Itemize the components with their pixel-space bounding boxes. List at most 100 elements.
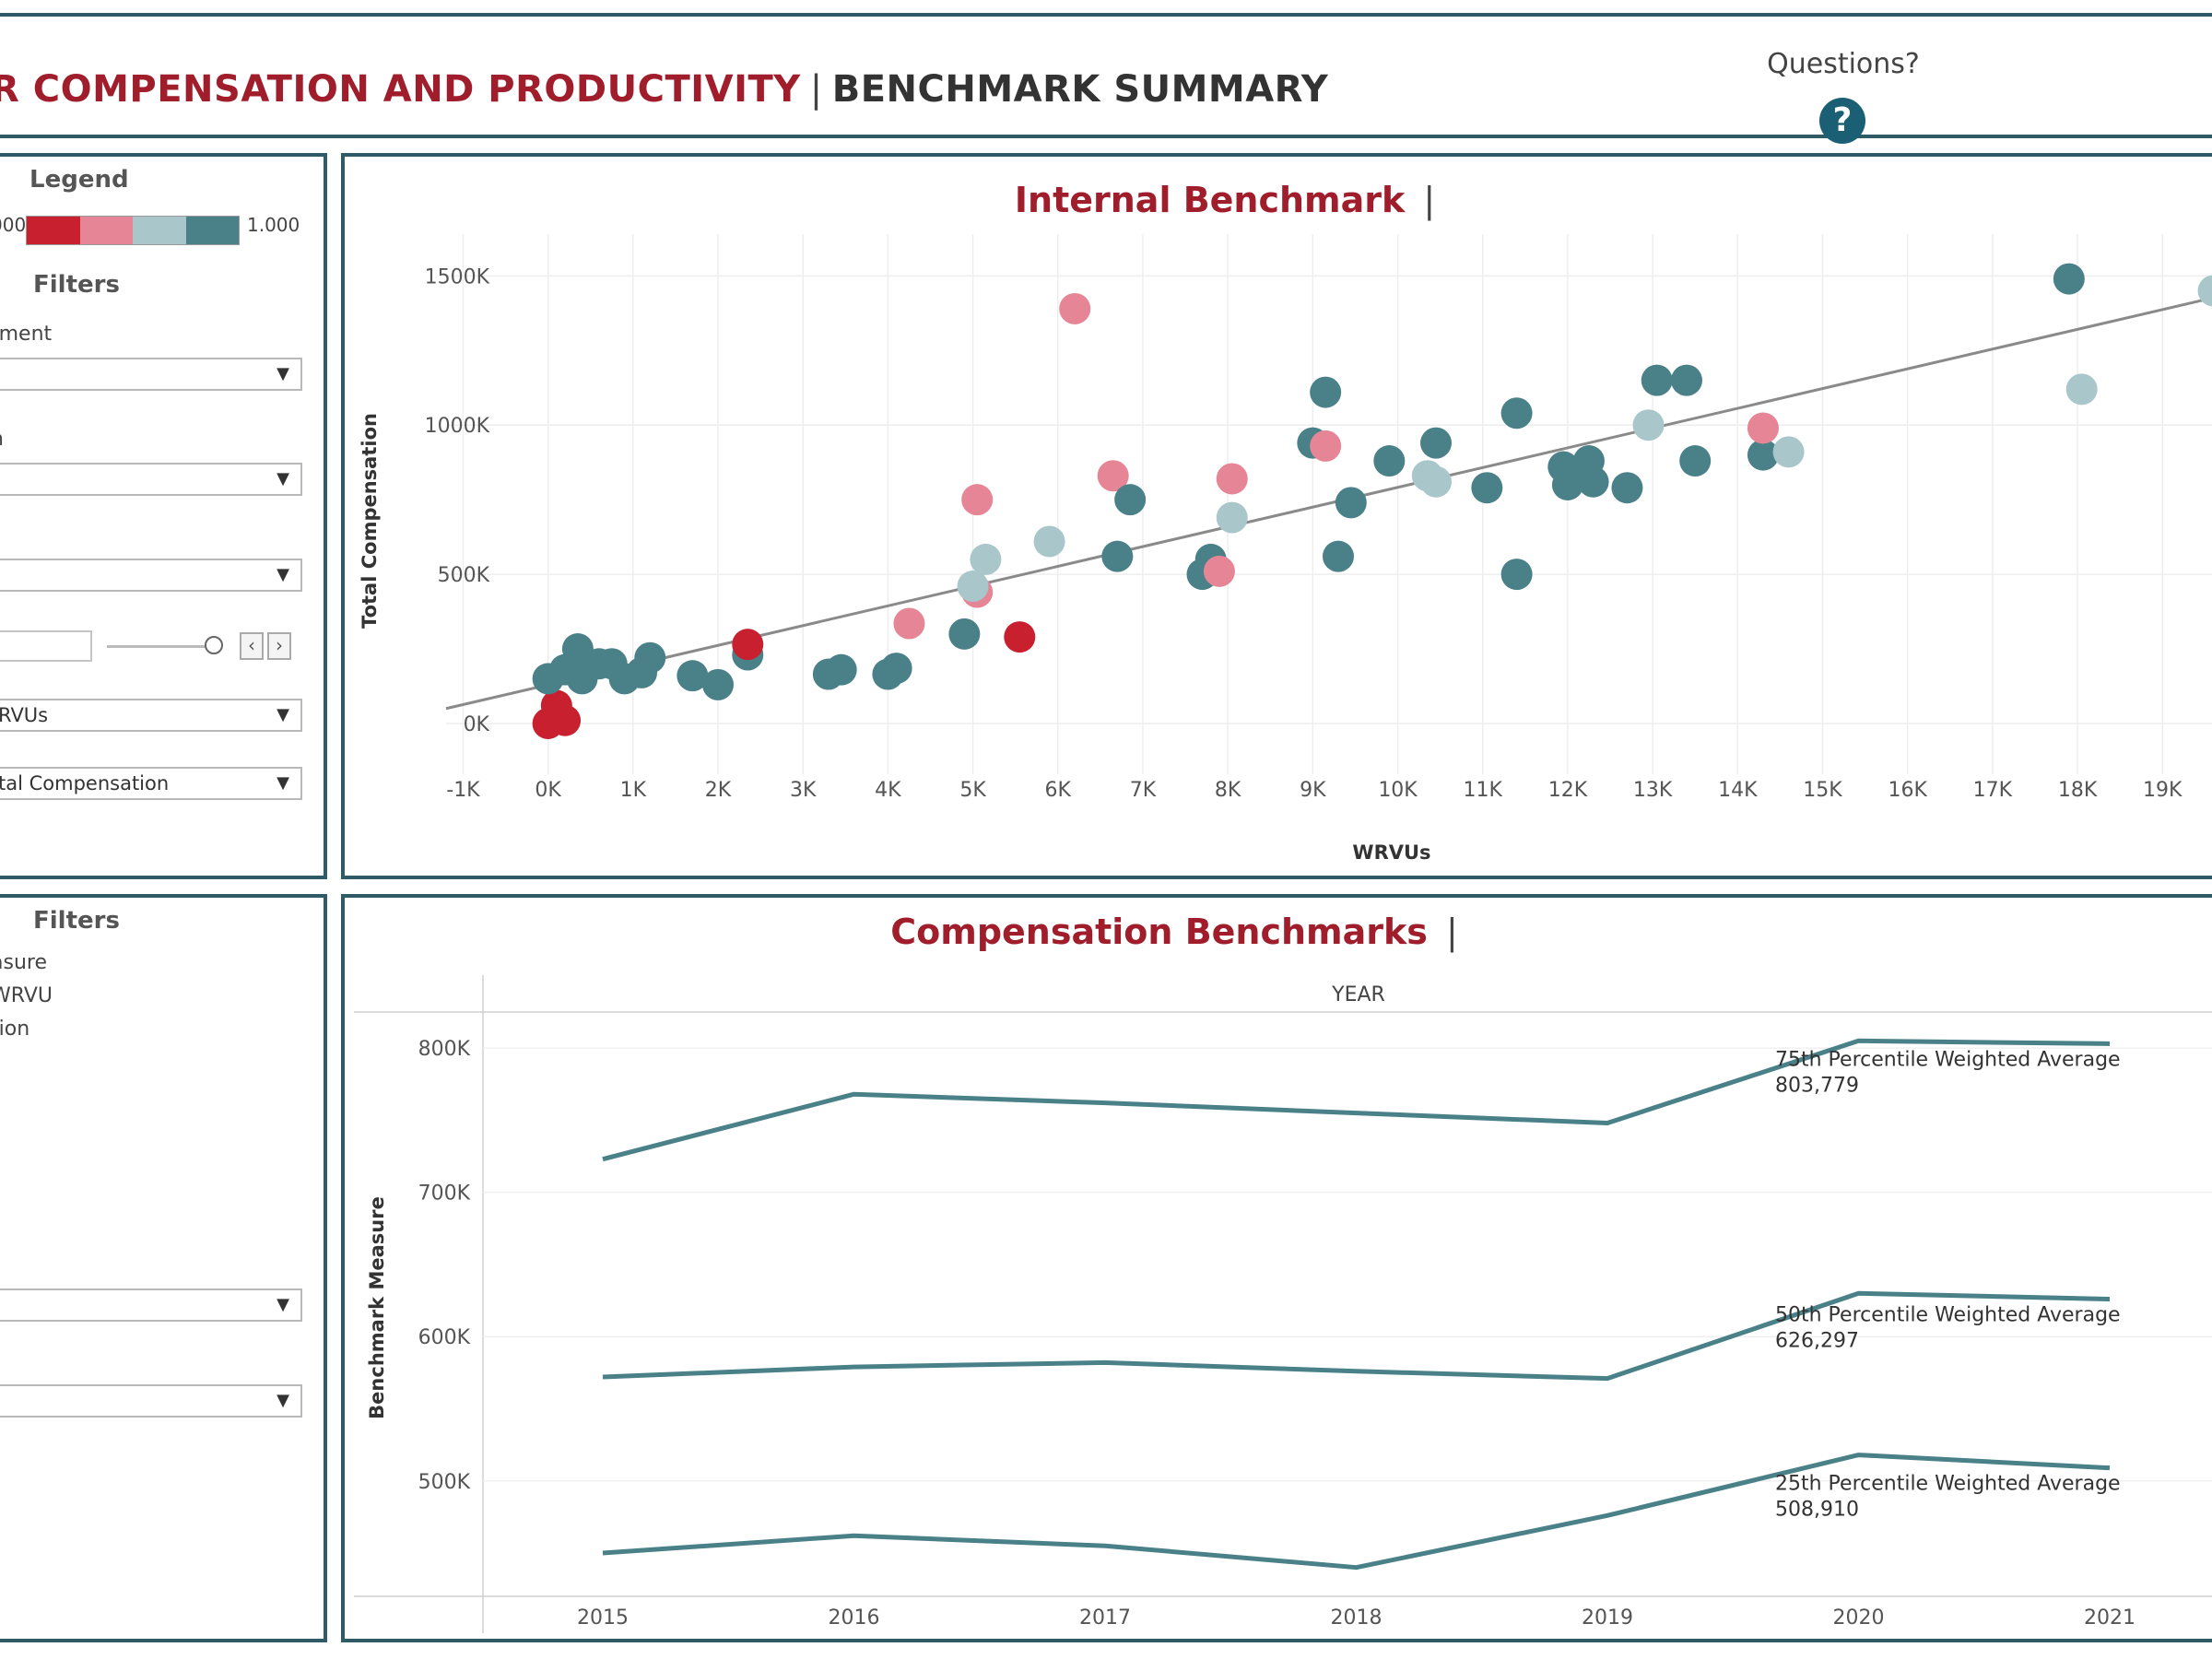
y-axis-title-benchmark: Benchmark Measure [366, 1196, 388, 1419]
scatter-point[interactable] [1114, 484, 1147, 516]
chevron-right-icon[interactable]: › [267, 632, 291, 660]
scatter-point[interactable] [2197, 275, 2212, 307]
series-line[interactable] [602, 1453, 2111, 1571]
chevron-left-icon[interactable]: ‹ [240, 632, 264, 660]
scatter-point[interactable] [1310, 429, 1342, 462]
scatter-point[interactable] [732, 629, 764, 661]
year-header-label: YEAR [1331, 983, 1385, 1006]
scatter-point[interactable] [2065, 373, 2098, 406]
questions-label: Questions? [1767, 48, 1920, 80]
y-axis-measure-value: tal Compensation [0, 772, 170, 794]
compensation-benchmarks-panel: Compensation Benchmarks | YEAR 75th Perce… [341, 894, 2212, 1642]
x-tick-label: 2K [705, 779, 732, 802]
x-tick-label: 2017 [1079, 1606, 1131, 1630]
chevron-down-icon: ▼ [276, 565, 289, 584]
scatter-point[interactable] [961, 484, 994, 516]
scatter-point[interactable] [540, 689, 572, 722]
legend-max-label: 1.000 [247, 214, 300, 236]
scatter-point[interactable] [702, 668, 735, 700]
scatter-point[interactable] [1747, 412, 1779, 444]
benchmark-dropdown-2[interactable]: ▼ [0, 1384, 302, 1418]
filter-dropdown-3[interactable]: ▼ [0, 559, 302, 592]
scatter-point[interactable] [1611, 472, 1643, 504]
scatter-point[interactable] [2053, 263, 2085, 295]
scatter-point[interactable] [1323, 540, 1354, 572]
trend-line [445, 296, 2212, 711]
range-slider-track[interactable] [107, 645, 218, 648]
scatter-point[interactable] [1500, 397, 1533, 429]
x-tick-label: 18K [2058, 779, 2098, 802]
page-title-main: R COMPENSATION AND PRODUCTIVITY [0, 68, 801, 111]
scatter-point[interactable] [1632, 409, 1665, 441]
scatter-point[interactable] [1373, 445, 1406, 477]
filters-title: Filters [33, 271, 120, 299]
y-tick-label: 600K [418, 1326, 471, 1349]
scatter-point[interactable] [1203, 555, 1235, 587]
scatter-point[interactable] [677, 660, 709, 692]
x-tick-label: 2019 [1582, 1606, 1633, 1630]
title-separator: | [809, 68, 823, 111]
y-tick-label: 0K [464, 713, 490, 736]
scatter-point[interactable] [1101, 540, 1134, 572]
page-title-sub: BENCHMARK SUMMARY [831, 68, 1329, 111]
scatter-point[interactable] [1420, 427, 1453, 459]
scatter-point[interactable] [1033, 525, 1065, 558]
benchmark-dropdown-1[interactable]: ▼ [0, 1288, 302, 1322]
color-legend-bar [26, 216, 240, 245]
scatter-point[interactable] [1641, 364, 1673, 396]
question-circle-icon[interactable]: ? [1819, 98, 1865, 144]
x-tick-label: 5K [959, 779, 986, 802]
x-tick-label: 14K [1718, 779, 1758, 802]
series-name-label: 25th Percentile Weighted Average [1775, 1473, 2121, 1496]
y-axis-measure-dropdown[interactable]: tal Compensation ▼ [0, 767, 302, 800]
x-tick-label: 4K [875, 779, 901, 802]
scatter-point[interactable] [634, 641, 666, 674]
scatter-point[interactable] [970, 543, 1002, 575]
x-tick-label: 9K [1300, 779, 1326, 802]
chevron-down-icon: ▼ [276, 705, 289, 724]
x-tick-label: -1K [446, 779, 480, 802]
x-tick-label: 17K [1973, 779, 2013, 802]
scatter-point[interactable] [893, 607, 925, 640]
line-chart-title: Compensation Benchmarks | [890, 912, 1458, 953]
series-line[interactable] [602, 1290, 2111, 1382]
department-dropdown[interactable]: ▼ [0, 358, 302, 391]
scatter-point[interactable] [1004, 621, 1036, 653]
scatter-point[interactable] [1310, 376, 1342, 408]
y-tick-label: 1500K [425, 265, 490, 288]
scatter-point[interactable] [1772, 436, 1805, 468]
series-line[interactable] [602, 1038, 2111, 1162]
scatter-point[interactable] [1216, 463, 1248, 495]
scatter-point[interactable] [1059, 292, 1091, 324]
range-slider-handle[interactable] [205, 636, 223, 654]
y-tick-label: 500K [418, 1471, 471, 1494]
x-tick-label: 8K [1215, 779, 1241, 802]
scatter-point[interactable] [957, 571, 989, 603]
scatter-point[interactable] [1420, 465, 1453, 498]
x-axis-measure-dropdown[interactable]: RVUs ▼ [0, 699, 302, 732]
filters-title-2: Filters [33, 907, 120, 935]
scatter-point[interactable] [1577, 465, 1609, 498]
filter-dropdown-2[interactable]: ▼ [0, 463, 302, 496]
scatter-point[interactable] [948, 618, 981, 650]
x-tick-label: 0K [535, 779, 561, 802]
x-tick-label: 2015 [577, 1606, 629, 1630]
range-textbox[interactable] [0, 630, 92, 662]
x-tick-label: 16K [1888, 779, 1927, 802]
scatter-point[interactable] [1097, 460, 1129, 492]
scatter-point[interactable] [825, 653, 857, 686]
scatter-point[interactable] [1679, 445, 1712, 477]
filter-item-compensation[interactable]: tion [0, 1018, 30, 1041]
scatter-point[interactable] [1471, 472, 1503, 504]
scatter-point[interactable] [880, 653, 912, 685]
scatter-point[interactable] [1747, 439, 1779, 471]
filter-item-wrvu[interactable]: WRVU [0, 984, 53, 1007]
legend-swatch-pink [79, 217, 133, 244]
scatter-point[interactable] [1500, 559, 1533, 591]
scatter-point[interactable] [1670, 364, 1702, 396]
scatter-point[interactable] [1216, 501, 1248, 534]
scatter-point[interactable] [1335, 487, 1367, 519]
x-tick-label: 2018 [1331, 1606, 1382, 1630]
legend-swatch-light [133, 217, 186, 244]
filter-item-measure[interactable]: asure [0, 951, 47, 974]
